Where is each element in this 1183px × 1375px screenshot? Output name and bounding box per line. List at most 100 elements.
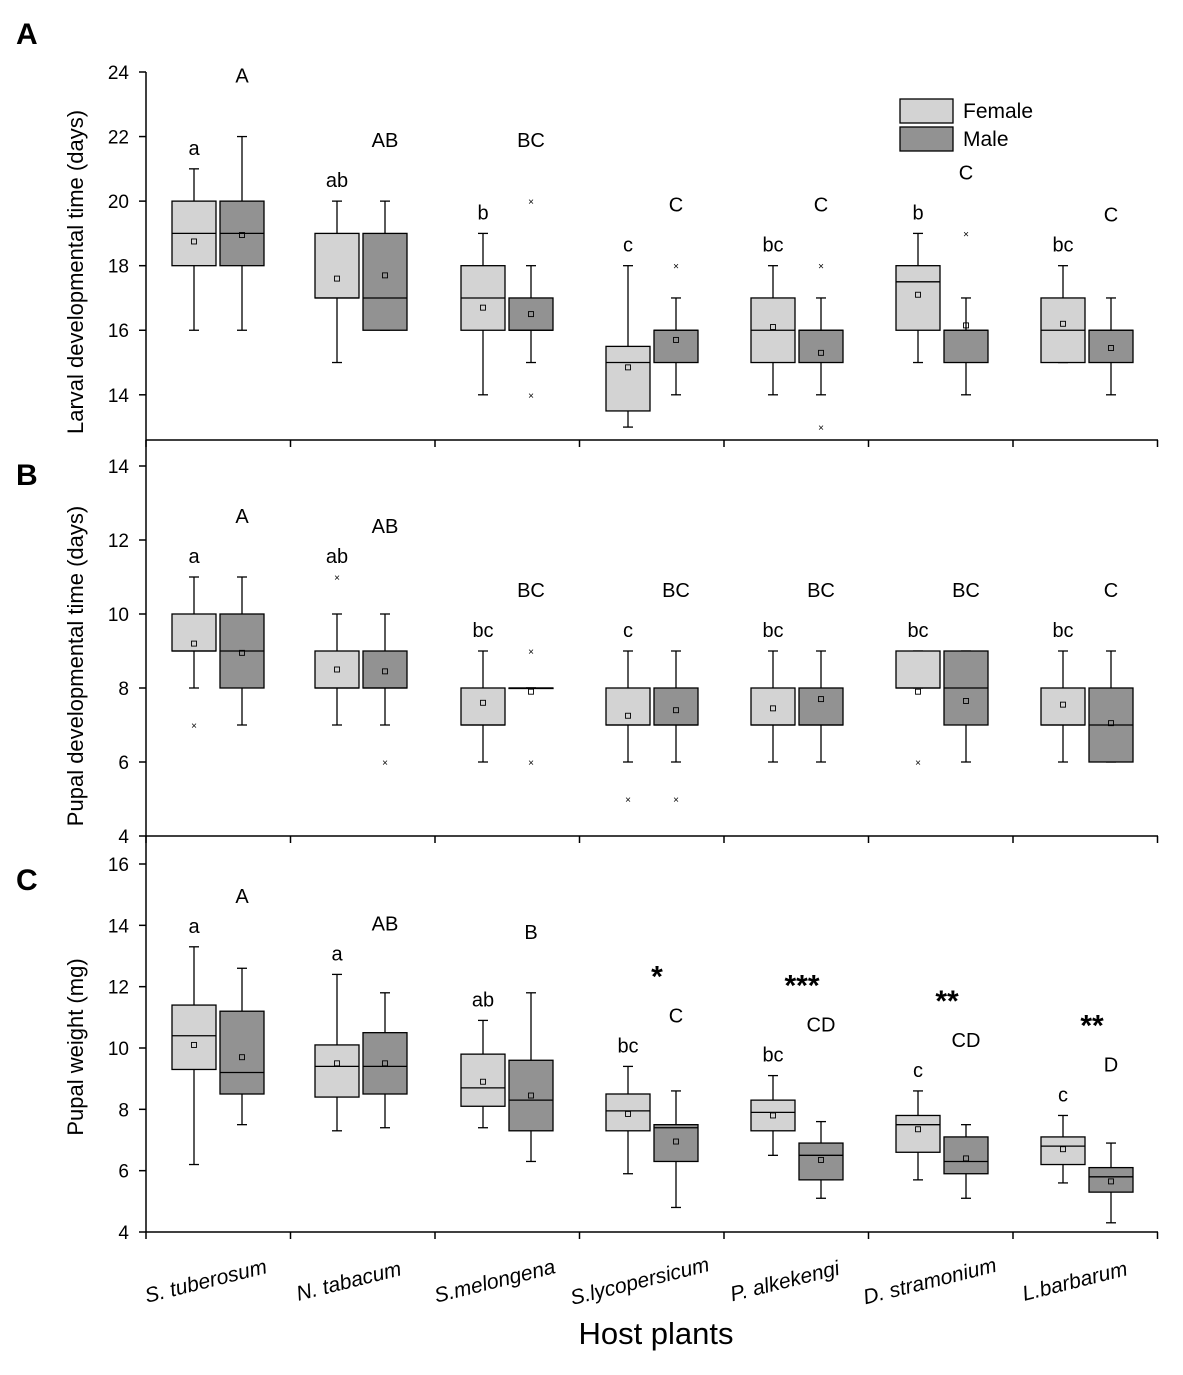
- box-iqr: [653, 329, 699, 364]
- box-iqr: [508, 1059, 554, 1132]
- female-letter-c-2: ab: [472, 989, 494, 1011]
- box-b-male-3: ×: [653, 650, 699, 806]
- female-letter-a-6: bc: [1052, 235, 1073, 257]
- box-mean: [528, 688, 534, 695]
- box-c-male-2: [508, 992, 554, 1163]
- category-labels: S. tuberosum N. tabacum S.melongena S.lycop…: [142, 1253, 1129, 1310]
- box-b-male-4: [798, 650, 844, 763]
- box-iqr: [750, 687, 796, 726]
- y-axis-title-b: Pupal developmental time (days): [63, 506, 88, 826]
- male-letter-a-3: C: [669, 195, 683, 217]
- panel-a: A Larval developmental time (days) 14161…: [16, 18, 1159, 447]
- significance-c-6: **: [1080, 1009, 1104, 1042]
- box-a-male-1: [362, 200, 408, 331]
- box-c-male-1: [362, 992, 408, 1129]
- y-tick-label-a-20: 20: [108, 192, 129, 213]
- box-mean: [818, 1156, 824, 1163]
- male-letter-b-1: AB: [372, 516, 399, 538]
- y-ticks-a: 14 16 18 20 22 24: [108, 63, 1159, 447]
- y-ticks-b: 4 6 8 10 12 14: [108, 457, 1159, 848]
- y-tick-label-c-4: 4: [118, 1223, 129, 1244]
- male-letter-c-4: CD: [807, 1015, 836, 1037]
- box-b-male-1: ×: [362, 613, 408, 769]
- box-a-female-3: [605, 265, 651, 428]
- box-c-female-4: [750, 1074, 796, 1156]
- box-mean: [915, 688, 921, 695]
- y-tick-label-b-12: 12: [108, 531, 129, 552]
- box-a-male-6: [1088, 297, 1134, 396]
- box-mean: [191, 238, 197, 245]
- box-b-male-5: [943, 650, 989, 763]
- female-letter-b-0: a: [188, 546, 200, 568]
- box-mean: [1060, 1146, 1066, 1153]
- male-letter-a-6: C: [1104, 205, 1118, 227]
- male-letter-a-1: AB: [372, 130, 399, 152]
- box-mean: [191, 640, 197, 647]
- box-mean: [770, 705, 776, 712]
- box-a-female-4: [750, 265, 796, 396]
- box-mean: [334, 1060, 340, 1067]
- box-iqr: [508, 297, 554, 331]
- outlier-0: ×: [915, 758, 921, 769]
- male-letter-b-0: A: [235, 506, 249, 528]
- outlier-1: ×: [528, 758, 534, 769]
- female-letter-a-5: b: [912, 202, 923, 224]
- legend-label-male: Male: [963, 128, 1009, 151]
- box-b-female-5: ×: [895, 650, 941, 769]
- box-mean: [334, 275, 340, 282]
- box-mean: [625, 712, 631, 719]
- box-mean: [625, 364, 631, 371]
- male-letter-a-4: C: [814, 195, 828, 217]
- box-mean: [1060, 320, 1066, 327]
- box-mean: [770, 324, 776, 330]
- y-axis-title-c: Pupal weight (mg): [63, 958, 88, 1135]
- box-iqr: [1088, 1166, 1134, 1193]
- box-iqr: [750, 1099, 796, 1132]
- box-c-female-5: [895, 1090, 941, 1181]
- outlier-0: ×: [625, 795, 631, 806]
- box-iqr: [1088, 329, 1134, 364]
- box-iqr: [1040, 687, 1086, 726]
- y-tick-label-c-8: 8: [118, 1100, 129, 1121]
- box-mean: [239, 1054, 245, 1061]
- box-b-female-2: [460, 650, 506, 763]
- male-letter-c-3: C: [669, 1005, 683, 1027]
- male-letter-c-2: B: [524, 922, 537, 944]
- group-letters-b: a Aab AB bc BC c BC bc BC bc BC bc C: [188, 506, 1118, 642]
- box-mean: [963, 1155, 969, 1162]
- box-a-male-3: ×: [653, 262, 699, 396]
- box-c-female-1: [314, 973, 360, 1132]
- box-iqr: [895, 650, 941, 689]
- box-iqr: [895, 265, 941, 331]
- box-a-female-1: [314, 200, 360, 364]
- box-c-female-0: [171, 946, 217, 1166]
- y-tick-label-b-4: 4: [118, 827, 129, 848]
- female-letter-b-6: bc: [1052, 620, 1073, 642]
- male-letter-a-2: BC: [517, 130, 545, 152]
- box-mean: [239, 232, 245, 238]
- box-iqr: [798, 687, 844, 726]
- box-c-male-5: [943, 1124, 989, 1199]
- box-a-male-5: ×: [943, 229, 989, 396]
- y-tick-label-a-24: 24: [108, 63, 130, 84]
- box-mean: [818, 696, 824, 703]
- legend-swatch-male: [899, 126, 954, 152]
- box-mean: [673, 707, 679, 714]
- box-mean: [1060, 701, 1066, 708]
- y-tick-label-c-14: 14: [108, 916, 130, 937]
- y-tick-label-a-14: 14: [108, 386, 130, 407]
- significance-c-3: *: [651, 960, 663, 993]
- box-b-male-0: [219, 576, 265, 726]
- box-mean: [480, 304, 486, 311]
- box-iqr: [219, 1010, 265, 1095]
- female-letter-b-1: ab: [326, 546, 348, 568]
- box-mean: [625, 1110, 631, 1117]
- male-letter-c-0: A: [235, 886, 249, 908]
- y-tick-label-a-16: 16: [108, 321, 129, 342]
- boxes-b: ××××××××: [171, 573, 1134, 806]
- outlier-0: ×: [818, 262, 824, 273]
- box-iqr: [943, 1136, 989, 1175]
- box-mean: [528, 311, 534, 318]
- male-letter-c-5: CD: [952, 1030, 981, 1052]
